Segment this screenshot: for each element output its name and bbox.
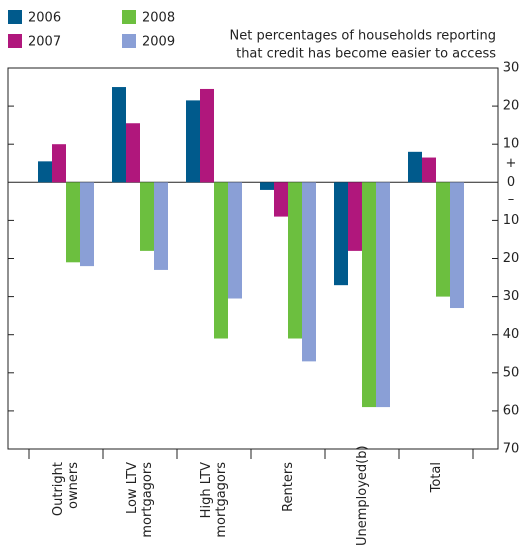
bar [274, 182, 288, 217]
legend-label: 2007 [28, 35, 61, 50]
legend-label: 2008 [142, 11, 175, 26]
bar [348, 182, 362, 251]
x-tick-label: Unemployed(b) [354, 445, 370, 546]
legend-label: 2009 [142, 35, 175, 50]
y-tick-label: 70 [503, 442, 520, 457]
y-tick-label: 10 [503, 213, 520, 228]
bar [154, 182, 168, 270]
x-tick-label: Low LTV mortgagors [125, 462, 155, 538]
bar [66, 182, 80, 263]
legend-swatch [8, 34, 22, 48]
bar [450, 182, 464, 309]
bar [52, 144, 66, 183]
bar [80, 182, 94, 267]
y-tick-label: 20 [503, 99, 520, 114]
bar [200, 88, 214, 183]
x-tick-label: Renters [280, 462, 296, 512]
bar [186, 100, 200, 183]
x-tick-label: Outright owners [51, 462, 81, 517]
annotation: – [508, 192, 515, 207]
bar [334, 182, 348, 286]
y-tick-label: 50 [503, 365, 520, 380]
y-tick-label: 20 [503, 251, 520, 266]
bar [376, 182, 390, 408]
y-tick-label: 10 [503, 137, 520, 152]
bar [228, 182, 242, 299]
y-tick-label: 30 [503, 289, 520, 304]
bar [214, 182, 228, 339]
legend-swatch [8, 10, 22, 24]
bar [362, 182, 376, 408]
y-tick-label: 0 [507, 175, 515, 190]
y-tick-label: 40 [503, 327, 520, 342]
bar [436, 182, 450, 297]
axis-title: Net percentages of households reporting [230, 29, 497, 44]
bar [140, 182, 154, 251]
legend-swatch [122, 34, 136, 48]
y-tick-label: 60 [503, 403, 520, 418]
legend-label: 2006 [28, 11, 61, 26]
bar [112, 87, 126, 183]
bar [408, 151, 422, 183]
bar [260, 182, 274, 190]
bar [126, 123, 140, 183]
bar [38, 161, 52, 183]
bar [422, 157, 436, 183]
x-tick-label: High LTV mortgagors [199, 462, 229, 538]
axis-title: that credit has become easier to access [236, 47, 496, 62]
legend-swatch [122, 10, 136, 24]
bar [288, 182, 302, 339]
x-tick-label: Total [428, 462, 444, 493]
annotation: + [506, 156, 517, 171]
bar [302, 182, 316, 362]
y-tick-label: 30 [503, 61, 520, 76]
